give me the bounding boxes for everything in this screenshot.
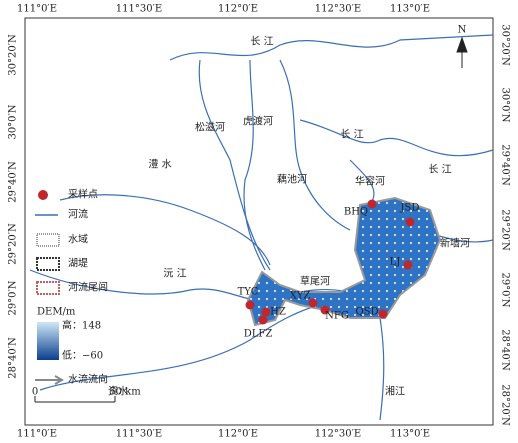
place-label: 松滋河: [195, 121, 225, 134]
legend-label: 采样点: [68, 188, 98, 201]
lat-label: 29°20′N: [500, 209, 511, 251]
sample-site: [258, 315, 268, 325]
lat-label: 29°20′N: [8, 223, 19, 265]
sample-site: [261, 307, 271, 317]
lon-label: 113°0′E: [390, 429, 430, 440]
legend-label: 河流: [68, 208, 88, 221]
sample-site: [367, 199, 377, 209]
place-label: 沅 江: [163, 267, 186, 280]
lon-label: 112°30′E: [315, 4, 361, 15]
site-label: LJ: [390, 257, 401, 268]
scale-label: 50 km: [109, 387, 141, 398]
lon-label: 113°0′E: [390, 4, 430, 15]
lat-label: 30°0′N: [500, 87, 511, 122]
place-label: 长 江: [340, 129, 363, 141]
site-label: XYZ: [290, 291, 311, 302]
site-label: BHQ: [344, 207, 368, 218]
site-label: DLFZ: [244, 329, 273, 340]
sample-site: [308, 298, 318, 308]
place-label: 资水: [108, 386, 128, 398]
lon-label: 111°30′E: [116, 4, 162, 15]
lat-label: 28°40′N: [500, 329, 511, 371]
place-label: 草尾河: [300, 276, 330, 288]
legend-label: 水流流向: [68, 373, 108, 386]
place-label: 新墙河: [440, 237, 470, 250]
lat-label: 29°0′N: [500, 272, 511, 307]
lat-label: 29°40′N: [500, 144, 511, 186]
rivers: [29, 34, 494, 421]
site-label: QSD: [355, 307, 378, 318]
legend-label: 低：−60: [62, 349, 103, 362]
place-label: 藕池河: [277, 173, 307, 186]
legend-label: 河流尾闾: [68, 281, 108, 294]
sample-site: [245, 300, 255, 310]
place-label: 虎渡河: [243, 115, 273, 128]
lon-label: 111°0′E: [17, 4, 57, 15]
legend-label: 湖堤: [68, 258, 88, 270]
site-label: JSD: [400, 203, 420, 214]
legend-label: 水域: [68, 233, 88, 246]
site-label: NFG: [325, 311, 349, 322]
place-label: 华容河: [355, 175, 385, 188]
sample-site: [378, 309, 388, 319]
place-label: 长 江: [428, 164, 451, 176]
sample-site: [405, 217, 415, 227]
lat-label: 29°0′N: [8, 280, 19, 315]
lon-label: 111°30′E: [116, 429, 162, 440]
legend-label: 高：148: [62, 319, 101, 332]
lat-label: 28°20′N: [500, 384, 511, 426]
lake: [246, 196, 442, 327]
legend: [34, 36, 468, 403]
lat-label: 30°20′N: [500, 24, 511, 66]
lon-label: 112°30′E: [315, 429, 361, 440]
lat-label: 29°40′N: [8, 161, 19, 203]
lat-label: 30°0′N: [8, 104, 19, 139]
place-label: 湘江: [385, 385, 405, 398]
lat-label: 30°20′N: [8, 34, 19, 76]
place-label: 长 江: [250, 36, 273, 48]
scale-label: 0: [32, 387, 38, 398]
site-label: HZ: [270, 307, 286, 318]
north-label: N: [458, 25, 467, 36]
lon-label: 112°0′E: [218, 4, 258, 15]
lat-label: 28°40′N: [8, 337, 19, 379]
lon-label: 111°0′E: [17, 429, 57, 440]
lon-label: 112°0′E: [218, 429, 258, 440]
legend-label: DEM/m: [37, 307, 76, 318]
place-label: 澧 水: [148, 158, 171, 171]
sample-site: [403, 260, 413, 270]
sample-site: [320, 305, 330, 315]
site-label: TYC: [238, 287, 259, 298]
